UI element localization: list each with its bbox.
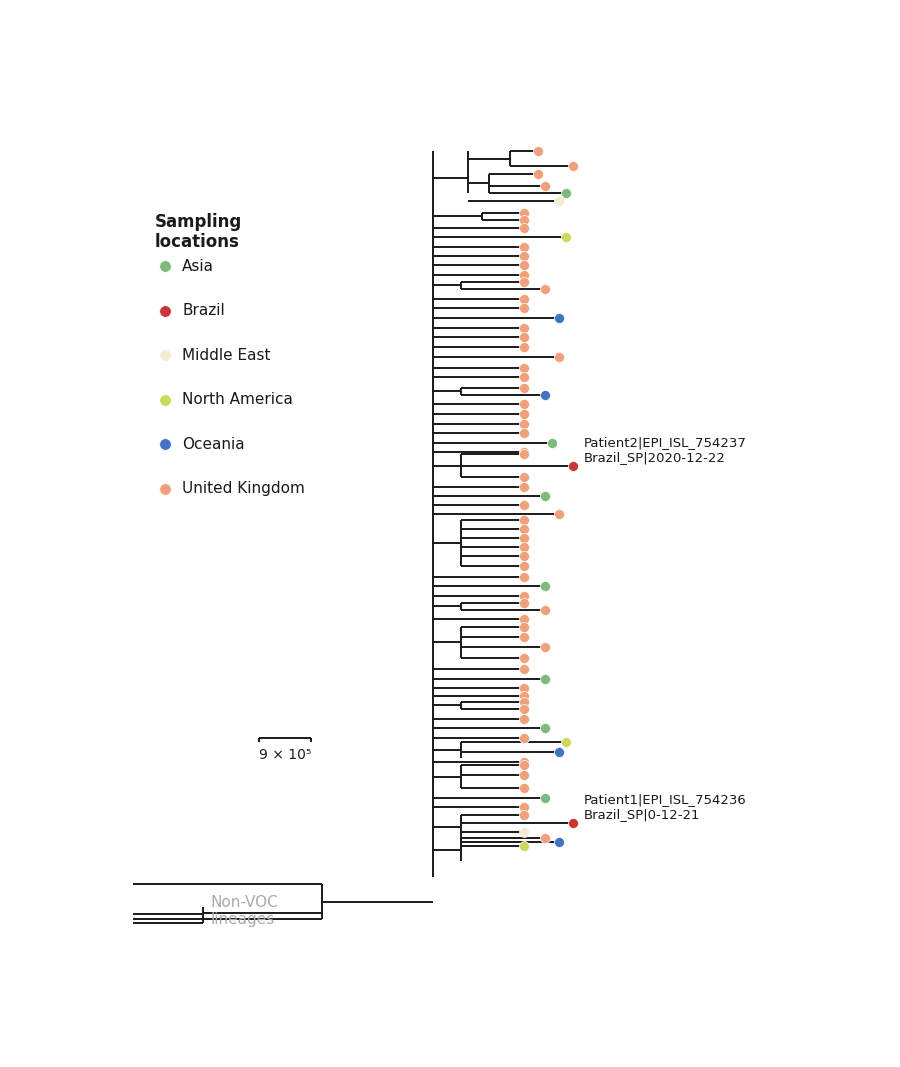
Point [517, 628, 531, 646]
Point [517, 824, 531, 841]
Text: 9 × 10⁵: 9 × 10⁵ [259, 748, 311, 762]
Point [538, 177, 553, 194]
Point [517, 511, 531, 528]
Point [538, 830, 553, 847]
Point [517, 239, 531, 256]
Point [538, 488, 553, 505]
Text: Middle East: Middle East [182, 348, 271, 363]
Point [566, 814, 580, 831]
Point [531, 165, 545, 182]
Point [538, 670, 553, 687]
Point [559, 734, 573, 751]
Text: Non-VOC
lineages: Non-VOC lineages [211, 895, 278, 927]
Point [158, 435, 172, 452]
Point [517, 266, 531, 283]
Point [552, 192, 566, 209]
Point [517, 257, 531, 274]
Point [517, 694, 531, 711]
Point [517, 444, 531, 461]
Text: Brazil: Brazil [182, 303, 225, 318]
Point [552, 348, 566, 365]
Point [517, 319, 531, 336]
Point [552, 833, 566, 850]
Point [517, 650, 531, 667]
Point [517, 680, 531, 697]
Point [544, 434, 559, 451]
Point [517, 729, 531, 746]
Point [559, 228, 573, 245]
Point [538, 790, 553, 807]
Point [559, 185, 573, 202]
Point [517, 780, 531, 797]
Point [517, 757, 531, 774]
Point [566, 458, 580, 475]
Point [517, 211, 531, 228]
Point [517, 548, 531, 566]
Point [517, 838, 531, 855]
Point [552, 743, 566, 760]
Point [517, 807, 531, 824]
Point [158, 302, 172, 319]
Point [517, 338, 531, 355]
Point [517, 425, 531, 442]
Point [517, 496, 531, 513]
Text: Oceania: Oceania [182, 436, 245, 452]
Text: United Kingdom: United Kingdom [182, 481, 305, 496]
Point [517, 415, 531, 432]
Text: Sampling
locations: Sampling locations [155, 212, 241, 252]
Point [158, 480, 172, 497]
Point [517, 300, 531, 317]
Point [552, 506, 566, 523]
Point [566, 158, 580, 175]
Point [517, 248, 531, 265]
Point [517, 329, 531, 346]
Point [517, 478, 531, 495]
Point [517, 360, 531, 377]
Point [517, 273, 531, 290]
Point [517, 204, 531, 221]
Point [517, 290, 531, 307]
Point [517, 798, 531, 815]
Text: North America: North America [182, 393, 293, 408]
Point [517, 569, 531, 586]
Point [538, 602, 553, 619]
Point [538, 638, 553, 655]
Point [517, 529, 531, 546]
Text: Patient2|EPI_ISL_754237
Brazil_SP|2020-12-22: Patient2|EPI_ISL_754237 Brazil_SP|2020-1… [583, 436, 746, 464]
Point [517, 660, 531, 678]
Point [517, 594, 531, 611]
Point [538, 720, 553, 737]
Point [531, 143, 545, 160]
Point [158, 258, 172, 275]
Point [517, 587, 531, 604]
Point [158, 392, 172, 409]
Point [517, 368, 531, 385]
Point [517, 619, 531, 636]
Point [517, 396, 531, 413]
Text: Asia: Asia [182, 259, 214, 274]
Point [517, 611, 531, 628]
Point [538, 386, 553, 403]
Point [538, 578, 553, 595]
Point [517, 557, 531, 574]
Point [538, 281, 553, 298]
Point [517, 753, 531, 770]
Point [517, 688, 531, 705]
Point [158, 347, 172, 364]
Point [517, 711, 531, 728]
Point [517, 521, 531, 538]
Point [517, 766, 531, 783]
Point [517, 539, 531, 556]
Point [517, 220, 531, 237]
Point [517, 468, 531, 485]
Text: Patient1|EPI_ISL_754236
Brazil_SP|0-12-21: Patient1|EPI_ISL_754236 Brazil_SP|0-12-2… [583, 794, 746, 822]
Point [517, 405, 531, 423]
Point [552, 309, 566, 327]
Point [517, 379, 531, 396]
Point [517, 446, 531, 463]
Point [517, 701, 531, 718]
